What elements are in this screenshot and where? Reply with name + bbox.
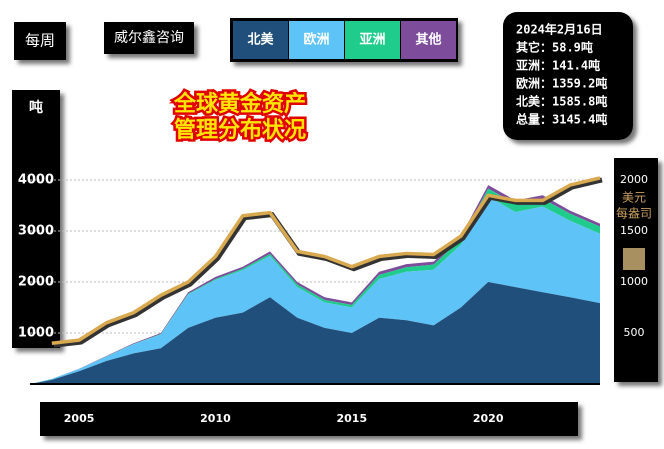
chart-title: 管理分布状况 <box>174 117 306 143</box>
legend-swatch <box>289 21 344 59</box>
y-axis-panel <box>12 90 60 348</box>
legend-swatch <box>401 21 456 59</box>
x-tick-label: 2015 <box>337 412 368 425</box>
info-box <box>503 12 633 140</box>
y2-tick-label: 500 <box>624 326 645 339</box>
y-tick-label: 2000 <box>18 275 54 290</box>
y-tick-label: 3000 <box>18 224 54 239</box>
info-line: 2024年2月16日 <box>516 22 603 37</box>
x-tick-label: 2020 <box>473 412 504 425</box>
price-line <box>51 176 601 345</box>
legend-label: 其他 <box>415 32 441 48</box>
x-axis-panel <box>40 402 578 436</box>
y2-tick-label: 2000 <box>620 173 648 186</box>
legend-label: 亚洲 <box>359 33 385 48</box>
price-swatch <box>623 248 645 270</box>
area <box>30 282 600 384</box>
y-tick-label: 4000 <box>18 173 54 188</box>
y2-axis-label: 美元 <box>622 191 646 205</box>
info-line: 其它：58.9吨 <box>516 40 593 55</box>
y2-tick-label: 1500 <box>620 224 648 237</box>
legend-swatch <box>345 21 400 59</box>
y-axis-label: 吨 <box>29 99 43 116</box>
info-line: 亚洲：141.4吨 <box>516 58 600 73</box>
frequency: 每周 <box>25 32 55 50</box>
info-line: 总量：3145.4吨 <box>516 112 607 127</box>
info-line: 欧洲：1359.2吨 <box>516 76 607 91</box>
x-tick-label: 2005 <box>64 412 95 425</box>
area <box>30 196 600 384</box>
y2-tick-label: 1000 <box>620 275 648 288</box>
y2-axis-label: 每盎司 <box>616 206 652 221</box>
chart-title: 全球黄金资产 <box>173 91 306 117</box>
info-line: 北美：1585.8吨 <box>516 94 607 109</box>
x-tick-label: 2010 <box>200 412 231 425</box>
legend-label: 北美 <box>247 32 274 48</box>
brand-box <box>104 22 194 54</box>
legend-swatch <box>233 21 288 59</box>
legend-label: 欧洲 <box>303 32 329 48</box>
frequency-box <box>14 22 66 60</box>
y-tick-label: 1000 <box>18 326 54 341</box>
brand: 威尔鑫咨询 <box>114 29 184 46</box>
